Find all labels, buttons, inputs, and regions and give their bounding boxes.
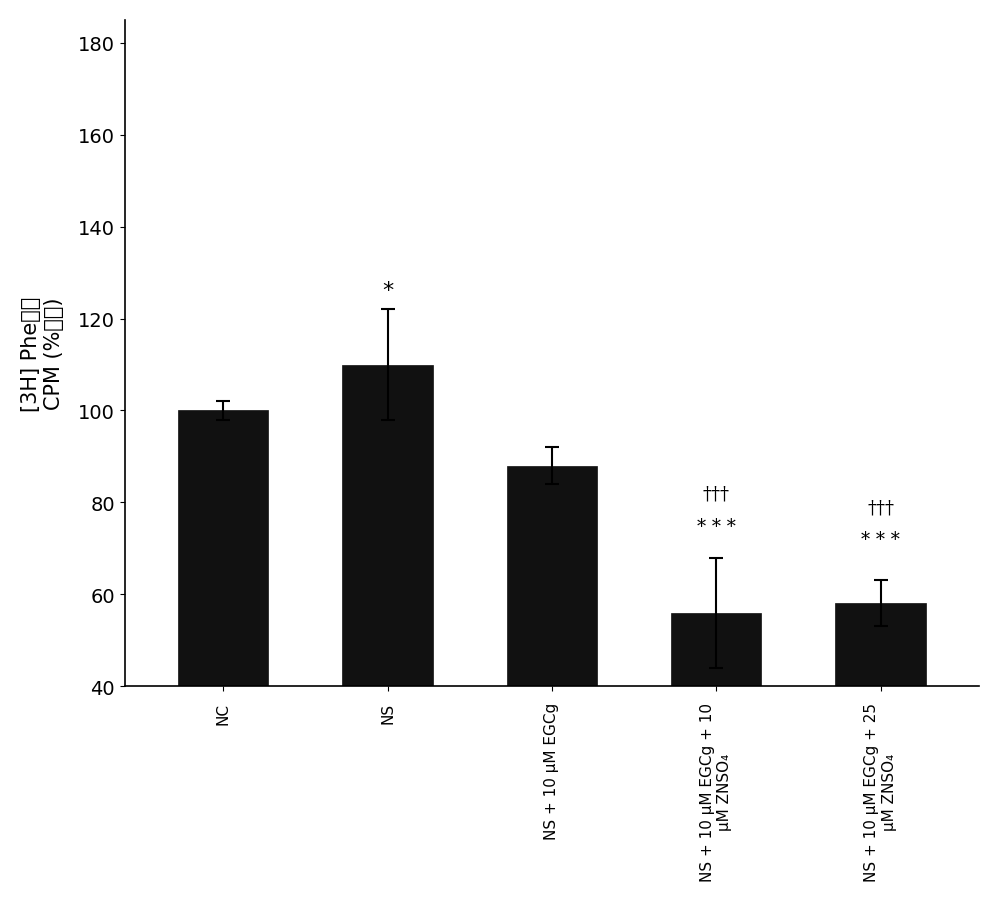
Bar bbox=[178, 411, 268, 686]
Bar bbox=[835, 603, 926, 686]
Text: * * *: * * * bbox=[697, 517, 736, 535]
Text: *: * bbox=[382, 281, 393, 301]
Bar bbox=[507, 466, 597, 686]
Bar bbox=[342, 365, 433, 686]
Y-axis label: [3H] Phe释放
CPM (%对照): [3H] Phe释放 CPM (%对照) bbox=[21, 296, 64, 411]
Text: * * *: * * * bbox=[861, 530, 900, 548]
Text: †††: ††† bbox=[703, 485, 730, 502]
Text: †††: ††† bbox=[867, 499, 894, 517]
Bar bbox=[671, 613, 761, 686]
